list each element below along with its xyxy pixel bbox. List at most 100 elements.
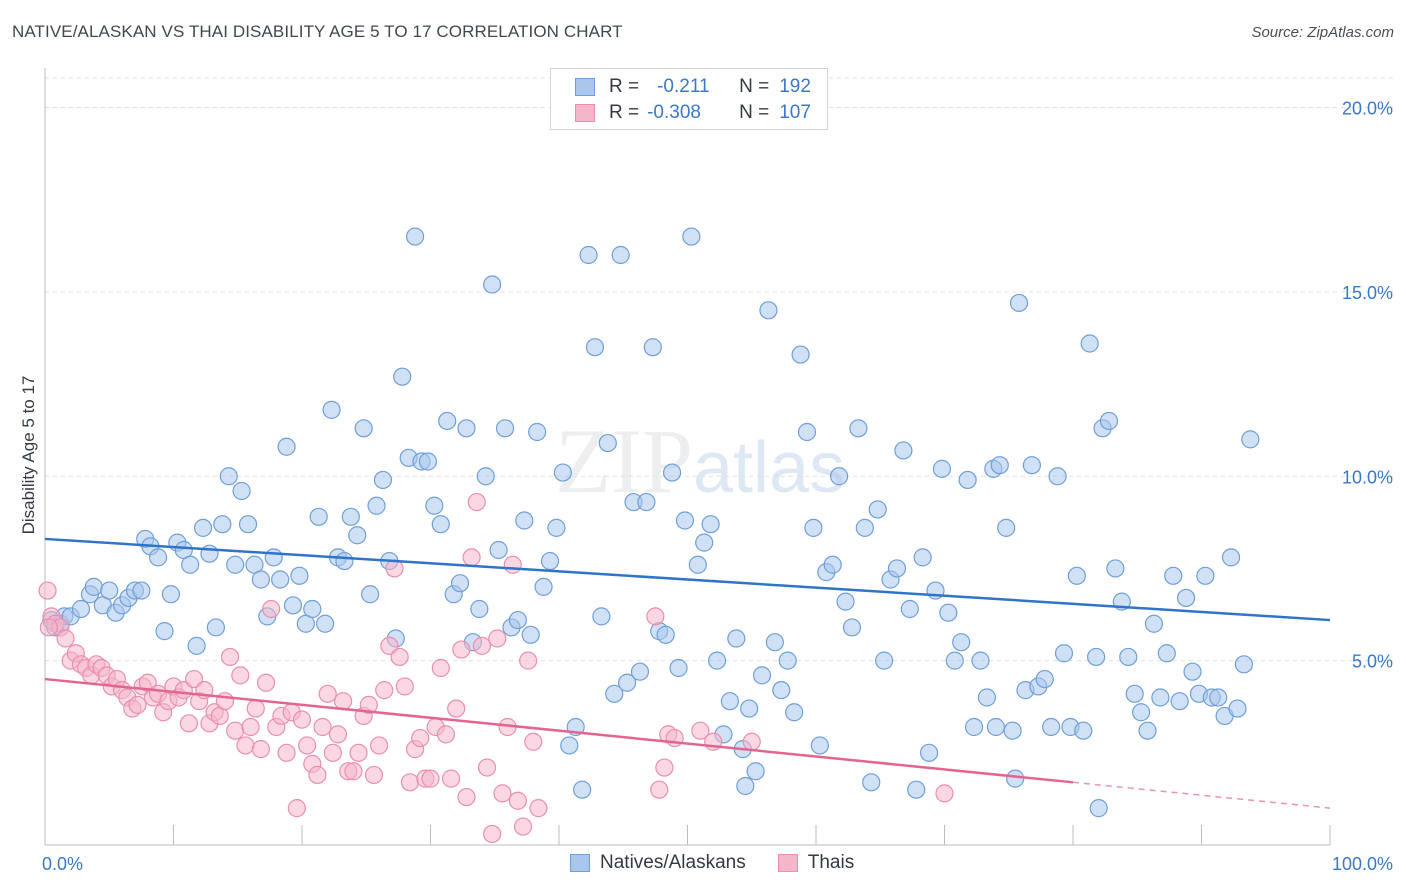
thai-point bbox=[287, 799, 306, 818]
native-point bbox=[251, 570, 270, 589]
chart-title: NATIVE/ALASKAN VS THAI DISABILITY AGE 5 … bbox=[12, 22, 623, 41]
native-point bbox=[797, 422, 817, 442]
thai-point bbox=[477, 758, 497, 777]
native-point bbox=[1022, 456, 1041, 475]
legend-r-label: R = bbox=[609, 76, 640, 97]
legend-row-natives: R = -0.211 N = 192 bbox=[575, 75, 811, 99]
native-point bbox=[193, 518, 213, 537]
thai-point bbox=[323, 743, 342, 762]
native-point bbox=[431, 515, 450, 534]
native-point bbox=[1074, 721, 1093, 740]
native-point bbox=[772, 681, 791, 700]
native-point bbox=[271, 570, 290, 589]
native-point bbox=[662, 463, 682, 482]
thai-point bbox=[292, 710, 312, 729]
thai-point bbox=[262, 599, 281, 619]
stats-legend: R = -0.211 N = 192 R = -0.308 N = 107 bbox=[550, 68, 828, 130]
native-point bbox=[1119, 647, 1138, 667]
thai-point bbox=[467, 492, 486, 512]
native-point bbox=[425, 496, 444, 515]
thai-point bbox=[650, 780, 669, 799]
native-point bbox=[842, 618, 862, 637]
native-point bbox=[868, 500, 887, 519]
series-swatch-blue bbox=[570, 854, 590, 872]
legend-swatch-blue bbox=[575, 78, 595, 96]
native-point bbox=[528, 422, 547, 442]
native-point bbox=[1164, 566, 1183, 585]
native-point bbox=[264, 548, 283, 567]
thai-point bbox=[462, 548, 481, 567]
native-point bbox=[1089, 799, 1108, 818]
thai-point bbox=[457, 787, 476, 807]
native-point bbox=[521, 625, 540, 644]
native-point bbox=[1009, 293, 1029, 313]
native-point bbox=[1048, 467, 1067, 486]
native-point bbox=[515, 511, 534, 530]
native-point bbox=[341, 507, 360, 526]
native-point bbox=[707, 651, 727, 670]
native-point bbox=[393, 367, 412, 386]
native-point bbox=[540, 551, 560, 571]
thai-point bbox=[313, 717, 332, 737]
native-point bbox=[862, 773, 881, 792]
native-point bbox=[907, 780, 926, 799]
thai-point bbox=[375, 681, 394, 700]
native-point bbox=[932, 459, 952, 478]
native-point bbox=[900, 599, 919, 619]
native-point bbox=[939, 603, 958, 622]
thai-point bbox=[277, 743, 296, 762]
thai-point bbox=[519, 651, 538, 670]
thai-point bbox=[436, 725, 456, 744]
native-point bbox=[823, 555, 842, 574]
native-point bbox=[367, 496, 386, 515]
native-point bbox=[457, 419, 476, 438]
x-tick-label: 100.0% bbox=[1332, 854, 1393, 874]
thai-point bbox=[334, 692, 353, 711]
series-label-thais: Thais bbox=[807, 852, 855, 873]
native-point bbox=[919, 743, 939, 762]
native-point bbox=[100, 581, 119, 600]
watermark-zip: ZIP bbox=[555, 410, 693, 512]
native-point bbox=[1132, 703, 1151, 722]
native-point bbox=[373, 470, 393, 490]
thai-point bbox=[241, 717, 260, 737]
native-point bbox=[1087, 647, 1106, 667]
native-point bbox=[736, 776, 755, 796]
thai-point bbox=[431, 658, 450, 678]
y-axis-label: Disability Age 5 to 17 bbox=[19, 376, 38, 535]
native-point bbox=[977, 688, 997, 707]
thai-point bbox=[246, 699, 265, 718]
native-point bbox=[958, 470, 977, 490]
native-point bbox=[489, 540, 508, 560]
legend-n-value: 192 bbox=[779, 76, 811, 97]
native-point bbox=[1035, 669, 1054, 689]
thai-point bbox=[128, 695, 147, 714]
native-point bbox=[637, 492, 656, 512]
native-point bbox=[952, 633, 971, 652]
watermark-atlas: atlas bbox=[693, 428, 846, 508]
native-point bbox=[303, 599, 322, 619]
legend-r-value: -0.211 bbox=[657, 76, 710, 97]
thai-point bbox=[529, 799, 548, 818]
thai-point bbox=[395, 677, 414, 696]
thai-point bbox=[524, 732, 543, 751]
native-point bbox=[945, 651, 964, 670]
native-point bbox=[605, 684, 624, 703]
native-point bbox=[547, 518, 566, 537]
native-point bbox=[986, 717, 1006, 737]
native-point bbox=[598, 433, 617, 453]
thai-point bbox=[38, 581, 57, 600]
native-point bbox=[560, 736, 579, 755]
native-point bbox=[1003, 721, 1022, 740]
native-point bbox=[791, 345, 810, 364]
native-point bbox=[695, 533, 714, 552]
native-point bbox=[759, 301, 778, 320]
thai-point bbox=[328, 725, 348, 744]
native-point bbox=[71, 599, 91, 619]
native-point bbox=[219, 467, 238, 486]
native-point bbox=[1176, 588, 1196, 608]
thai-point bbox=[742, 732, 761, 751]
y-tick-label: 15.0% bbox=[1342, 283, 1393, 303]
thai-point bbox=[935, 784, 954, 803]
